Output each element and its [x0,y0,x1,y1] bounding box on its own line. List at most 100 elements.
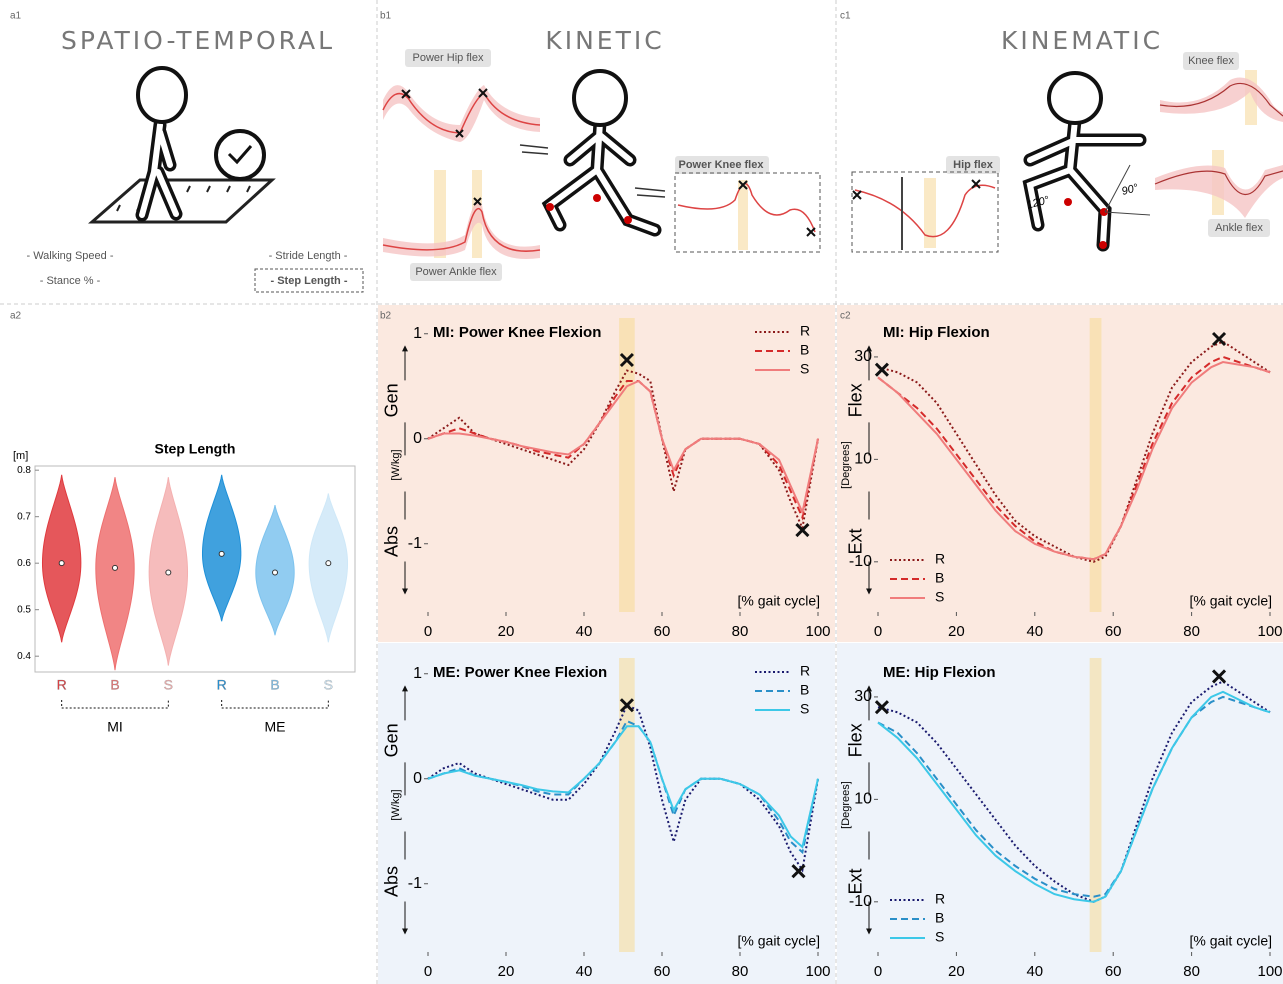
direction-label: Ext [846,868,866,894]
x-tick-label: 40 [576,623,593,640]
direction-label: Abs [382,526,402,557]
legend-label: S [800,361,809,377]
joint [1064,198,1072,206]
spatio-temporal-illustration: SPATIO-TEMPORAL - Walking Speed - - Stri… [26,26,363,292]
legend-label: R [935,551,945,567]
chart-title: ME: Hip Flexion [883,664,996,681]
graph-label: Hip flex [953,159,994,171]
x-tick-label: 100 [1257,963,1282,980]
runner-body-fill [550,122,655,230]
median [113,565,118,570]
figure: a1 b1 c1 a2 b2 c2 SPATIO-TEMPORAL - Walk… [0,0,1283,984]
panel-background [378,305,835,642]
x-tick-label: 0 [874,623,882,640]
x-tick-label: 80 [1183,963,1200,980]
panel-label: a2 [10,311,22,322]
y-tick-label: 0 [413,430,422,447]
graph-label: Power Knee flex [679,159,765,171]
x-tick-label: 60 [1105,623,1122,640]
x-tick-label: R [217,677,227,693]
direction-label: Ext [846,528,866,554]
chart-title: MI: Power Knee Flexion [433,324,601,341]
angle-label: 90° [1120,182,1140,198]
x-axis-label: [% gait cycle] [738,593,820,609]
direction-label: Flex [846,383,866,417]
x-tick-label: 80 [1183,623,1200,640]
x-tick-label: 20 [498,963,515,980]
median [326,561,331,566]
y-tick-label: 1 [413,665,422,682]
mini-highlight [924,178,936,248]
group-bracket [62,700,169,708]
median [273,570,278,575]
x-tick-label: 60 [654,963,671,980]
panel-label: a1 [10,11,22,22]
panel-label: c2 [840,311,851,322]
runner-head [574,71,626,125]
panel-label: b2 [380,311,392,322]
joint [546,203,554,211]
y-tick-label: 1 [413,325,422,342]
x-tick-label: 0 [874,963,882,980]
x-tick-label: 80 [732,963,749,980]
y-axis-label: [Degrees] [840,441,852,489]
y-tick-label: 0.7 [17,511,31,522]
y-tick-label: -1 [408,535,422,552]
group-label: MI [107,719,123,735]
x-axis-label: [% gait cycle] [1190,593,1272,609]
x-tick-label: B [110,677,119,693]
median [59,561,64,566]
joint [593,194,601,202]
walker-head [138,68,186,122]
direction-label: Flex [846,723,866,757]
band [1160,78,1283,123]
kinematic-illustration: KINEMATIC Knee flex Ankle flex Hip flex … [852,26,1283,252]
highlight [619,658,635,952]
direction-label: Abs [382,866,402,897]
illustration-title: KINEMATIC [1001,26,1163,55]
legend-label: B [935,570,944,586]
illustration-title: KINETIC [545,26,664,55]
graph-label: Knee flex [1188,55,1234,67]
x-tick-label: 40 [1026,623,1043,640]
y-axis-label: [m] [13,450,28,462]
illustration-title: SPATIO-TEMPORAL [61,26,335,55]
graph-label: Power Hip flex [413,52,484,64]
kinetic-illustration: KINETIC Power Hip flex Power Ankle flex … [383,26,820,281]
mini-marker [853,180,980,199]
y-axis-label: [W/kg] [390,449,402,480]
y-axis-label: [W/kg] [390,789,402,820]
x-tick-label: 20 [498,623,515,640]
legend-label: S [935,589,944,605]
parameter: - Stride Length - [269,250,348,262]
legend-label: S [935,929,944,945]
y-tick-label: 0.8 [17,465,31,476]
x-tick-label: 100 [805,963,830,980]
x-tick-label: 80 [732,623,749,640]
y-tick-label: 0.6 [17,558,31,569]
joint [624,216,632,224]
x-tick-label: 20 [948,623,965,640]
panel-label: c1 [840,11,851,22]
clock [216,131,264,179]
y-tick-label: -1 [408,875,422,892]
legend-label: S [800,701,809,717]
lunger-head [1049,73,1101,123]
legend-label: R [800,323,810,339]
legend-label: R [800,663,810,679]
x-axis-label: [% gait cycle] [1190,933,1272,949]
x-tick-label: B [270,677,279,693]
legend-label: B [800,682,809,698]
x-tick-label: 20 [948,963,965,980]
x-tick-label: S [324,677,333,693]
x-tick-label: 100 [805,623,830,640]
y-axis-label: [Degrees] [840,781,852,829]
plot-frame [35,466,355,672]
x-tick-label: S [164,677,173,693]
chart-title: MI: Hip Flexion [883,324,990,341]
group-label: ME [265,719,286,735]
highlight [1090,658,1102,952]
chart-title: ME: Power Knee Flexion [433,664,607,681]
joint [1099,241,1107,249]
x-tick-label: 0 [424,623,432,640]
